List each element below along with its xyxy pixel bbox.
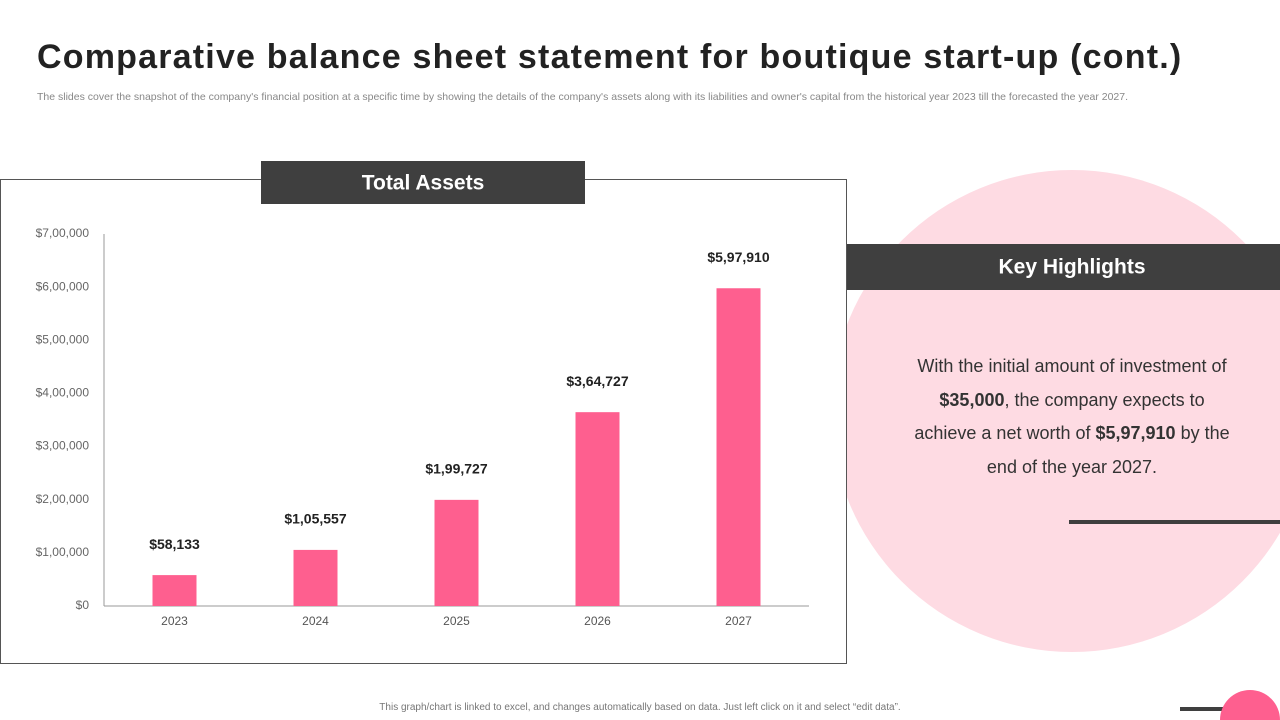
subtitle: The slides cover the snapshot of the com… xyxy=(37,91,1129,103)
y-tick-label: $0 xyxy=(76,598,90,612)
y-tick-label: $4,00,000 xyxy=(36,386,90,400)
y-tick-label: $7,00,000 xyxy=(36,226,90,240)
footer: This graph/chart is linked to excel, and… xyxy=(379,702,901,713)
x-tick-label: 2023 xyxy=(161,614,188,628)
title: Comparative balance sheet statement for … xyxy=(37,38,1183,76)
highlights-text: With the initial amount of investment of… xyxy=(912,350,1232,484)
chart-title-box xyxy=(261,161,585,204)
text: $5,97,910 xyxy=(1095,423,1176,443)
plot: $0 $1,00,000 $2,00,000 $3,00,000 $4,00,000 $5… xyxy=(36,226,809,628)
chart-title: Total Assets xyxy=(362,172,485,195)
value-label: $1,99,727 xyxy=(425,461,487,477)
chart-frame xyxy=(0,179,847,664)
bar xyxy=(152,575,197,606)
highlights-title-box xyxy=(847,244,1280,290)
value-label: $1,05,557 xyxy=(284,511,346,527)
x-tick-label: 2024 xyxy=(302,614,329,628)
y-tick-label: $3,00,000 xyxy=(36,439,90,453)
highlights-title: Key Highlights xyxy=(998,256,1145,279)
text: by the end of the year 2027. xyxy=(986,423,1230,477)
y-tick-label: $6,00,000 xyxy=(36,279,90,293)
y-tick-label: $1,00,000 xyxy=(36,545,90,559)
y-tick-label: $5,00,000 xyxy=(36,332,90,346)
text: , the company expects to achieve a net w… xyxy=(914,389,1205,444)
value-label: $5,97,910 xyxy=(707,249,769,265)
decor-circle xyxy=(1220,690,1280,720)
bar xyxy=(293,549,338,606)
bar xyxy=(434,499,479,606)
y-tick-label: $2,00,000 xyxy=(36,492,90,506)
x-tick-label: 2025 xyxy=(443,614,470,628)
highlight-circle xyxy=(831,170,1280,652)
bar xyxy=(575,412,620,606)
text: With the initial amount of investment of xyxy=(917,356,1227,376)
value-label: $58,133 xyxy=(149,536,200,552)
x-tick-label: 2027 xyxy=(725,614,752,628)
bar xyxy=(716,288,761,606)
text: $35,000 xyxy=(939,389,1005,410)
x-tick-label: 2026 xyxy=(584,614,611,628)
value-label: $3,64,727 xyxy=(566,373,628,389)
